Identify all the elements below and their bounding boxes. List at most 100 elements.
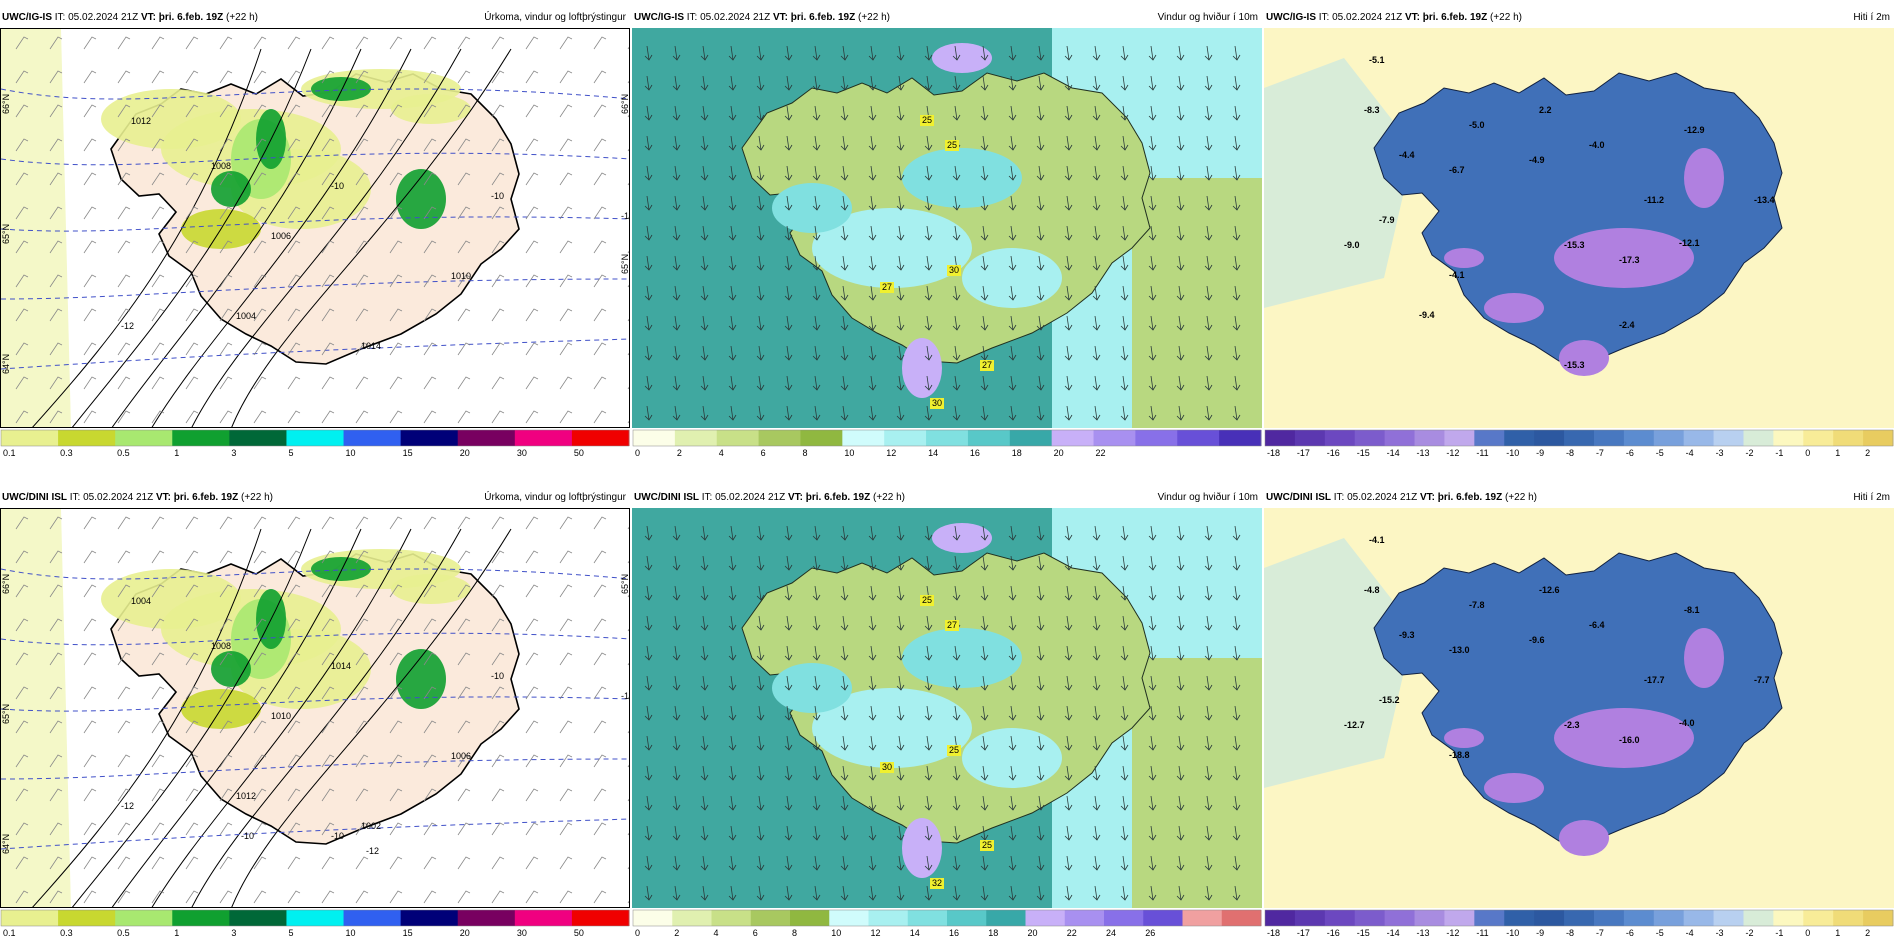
colorbar-label: -15 xyxy=(1357,448,1370,458)
colorbar-label: 2 xyxy=(677,448,682,458)
it-value: 05.02.2024 21Z xyxy=(715,492,786,503)
colorbar-swatch xyxy=(674,430,718,446)
it-value: 05.02.2024 21Z xyxy=(1332,12,1403,23)
colorbar-label: 30 xyxy=(517,448,527,458)
gust-value: 30 xyxy=(882,762,892,772)
temp-colorbar: -18 -17 -16 -15 -14 -13 -12 -11 -10 -9 -8 -7 -6 -5 -4-… xyxy=(1264,908,1894,938)
precip-map: 1004 1006 1008 1010 1012 1014 -10 -12 -10 -10 66°N… xyxy=(0,28,630,428)
vt-label: VT: xyxy=(1419,492,1435,503)
wind-map: 25 27 25 30 25 32 xyxy=(632,508,1262,908)
panel-dini-wind: UWC/DINI ISL IT: 05.02.2024 21Z VT: þri.… xyxy=(632,488,1262,938)
colorbar-swatch xyxy=(1504,430,1535,446)
colorbar-label: -5 xyxy=(1656,448,1664,458)
temp-label: -6.4 xyxy=(1589,620,1605,630)
colorbar-label: -12 xyxy=(1446,448,1459,458)
gust-badge: 25 xyxy=(947,745,961,756)
colorbar-swatch xyxy=(1534,430,1565,446)
temp-label: -4.1 xyxy=(1369,535,1385,545)
vt-label: VT: xyxy=(787,492,803,503)
colorbar-label: -14 xyxy=(1387,928,1400,938)
temp-label: -6.7 xyxy=(1449,165,1465,175)
contour-label: 1004 xyxy=(131,596,151,606)
panel-header: UWC/IG-IS IT: 05.02.2024 21Z VT: þri. 6.… xyxy=(1264,8,1894,28)
field-title: Úrkoma, vindur og loftþrýstingur xyxy=(484,12,626,23)
colorbar-swatch xyxy=(229,430,287,446)
colorbar-swatch xyxy=(58,430,116,446)
colorbar-swatch xyxy=(1564,430,1595,446)
temp-label: -2.4 xyxy=(1619,320,1635,330)
colorbar-label: -12 xyxy=(1446,928,1459,938)
colorbar-label: 24 xyxy=(1106,928,1116,938)
gust-badge: 30 xyxy=(930,398,944,409)
gust-value: 25 xyxy=(922,115,932,125)
contour-label: -12 xyxy=(366,846,379,856)
colorbar-swatch xyxy=(926,430,969,446)
gust-badge: 25 xyxy=(920,595,934,606)
colorbar-label: -10 xyxy=(1506,928,1519,938)
colorbar-swatch xyxy=(1009,430,1053,446)
colorbar-swatch xyxy=(229,910,287,926)
temp-label: -5.0 xyxy=(1469,120,1485,130)
contour-label: 1008 xyxy=(211,641,231,651)
colorbar-swatch xyxy=(1863,910,1894,926)
colorbar-swatch xyxy=(1064,910,1105,926)
colorbar-swatch xyxy=(884,430,927,446)
colorbar-label: -5 xyxy=(1656,928,1664,938)
temp-colorbar: -18 -17 -16 -15 -14 -13 -12 -11 -10 -9 -8 -7 -6 -5 -4-… xyxy=(1264,428,1894,458)
temp-label: -11.2 xyxy=(1644,195,1664,205)
it-label: IT: xyxy=(1333,492,1345,503)
colorbar-label: 15 xyxy=(403,448,413,458)
colorbar-label: 22 xyxy=(1096,448,1106,458)
colorbar-swatch xyxy=(1863,430,1894,446)
gust-value: 32 xyxy=(932,878,942,888)
colorbar-label: 15 xyxy=(403,928,413,938)
latitude-label: 65°N xyxy=(620,254,630,274)
colorbar-swatch xyxy=(343,430,402,446)
model-name: UWC/DINI ISL xyxy=(2,492,67,503)
colorbar-label: 20 xyxy=(460,928,470,938)
colorbar-label: 2 xyxy=(674,928,679,938)
model-name: UWC/IG-IS xyxy=(1266,12,1316,23)
contour-label: -12 xyxy=(121,321,134,331)
contour-label: 1014 xyxy=(361,341,381,351)
colorbar-swatch xyxy=(633,910,673,926)
colorbar-swatch xyxy=(457,430,516,446)
colorbar-label: 0.1 xyxy=(3,448,16,458)
colorbar-swatch xyxy=(1025,910,1066,926)
colorbar-label: 18 xyxy=(988,928,998,938)
colorbar-label: 6 xyxy=(753,928,758,938)
colorbar-swatch xyxy=(115,430,173,446)
temp-label: -13.4 xyxy=(1754,195,1775,205)
panel-igis-precip: UWC/IG-IS IT: 05.02.2024 21Z VT: þri. 6.… xyxy=(0,8,630,458)
contour-label: -10 xyxy=(621,211,630,221)
colorbar-swatch xyxy=(1474,430,1505,446)
colorbar-swatch xyxy=(58,910,116,926)
temp-label: -4.4 xyxy=(1399,150,1415,160)
colorbar-label: 10 xyxy=(831,928,841,938)
temp-label: -12.7 xyxy=(1344,720,1365,730)
temp-label: -5.1 xyxy=(1369,55,1385,65)
panel-header: UWC/IG-IS IT: 05.02.2024 21Z VT: þri. 6.… xyxy=(632,8,1262,28)
panel-igis-temp: UWC/IG-IS IT: 05.02.2024 21Z VT: þri. 6.… xyxy=(1264,8,1894,458)
contour-label: -10 xyxy=(331,181,344,191)
temp-label: -7.7 xyxy=(1754,675,1770,685)
colorbar-swatch xyxy=(1177,430,1220,446)
temp-label: -2.3 xyxy=(1564,720,1580,730)
gust-value: 25 xyxy=(949,745,959,755)
temp-label: -15.2 xyxy=(1379,695,1400,705)
temp-label: -4.0 xyxy=(1589,140,1605,150)
colorbar-label: -16 xyxy=(1327,448,1340,458)
gust-badge: 30 xyxy=(880,762,894,773)
it-value: 05.02.2024 21Z xyxy=(68,12,139,23)
temp-label: -8.3 xyxy=(1364,105,1380,115)
colorbar-swatch xyxy=(1,430,59,446)
colorbar-label: 20 xyxy=(1054,448,1064,458)
colorbar-swatch xyxy=(115,910,173,926)
lead-time: (+22 h) xyxy=(873,492,905,503)
colorbar-label: 0.5 xyxy=(117,448,130,458)
colorbar-label: 2 xyxy=(1865,448,1870,458)
colorbar-swatch xyxy=(633,430,676,446)
colorbar-label: -1 xyxy=(1775,928,1783,938)
gust-value: 27 xyxy=(947,620,957,630)
gust-value: 25 xyxy=(982,840,992,850)
